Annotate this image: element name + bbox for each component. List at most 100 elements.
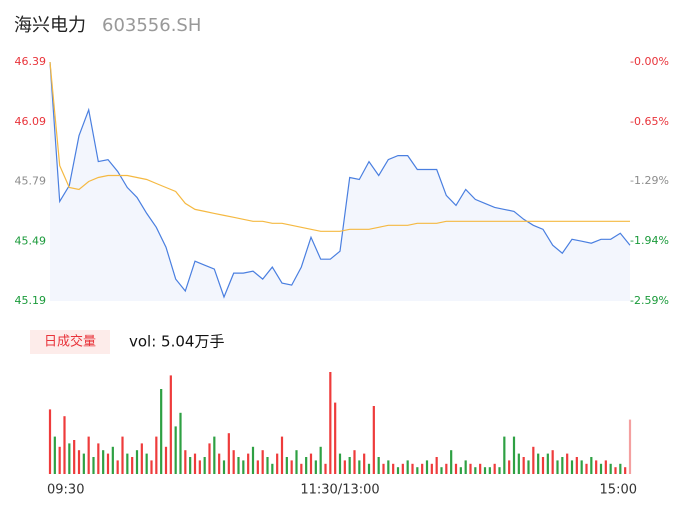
- volume-bar: [227, 433, 230, 474]
- volume-bar: [155, 436, 158, 474]
- stock-name: 海兴电力: [14, 15, 86, 36]
- volume-bar: [488, 467, 491, 474]
- volume-bar: [445, 463, 448, 474]
- y2-tick-label: -0.00%: [630, 55, 669, 68]
- volume-bar: [416, 467, 419, 474]
- volume-bar: [58, 446, 61, 474]
- volume-bar: [614, 467, 617, 474]
- x-tick-label: 11:30/13:00: [300, 483, 379, 498]
- volume-bar: [392, 463, 395, 474]
- volume-bar: [363, 453, 366, 474]
- stock-code: 603556.SH: [102, 15, 201, 36]
- volume-bar: [353, 450, 356, 474]
- volume-bar: [247, 453, 250, 474]
- volume-bar: [372, 406, 375, 474]
- volume-bar: [338, 453, 342, 474]
- volume-bar: [334, 402, 337, 474]
- volume-bar: [508, 460, 511, 474]
- volume-bar: [87, 436, 90, 474]
- volume-bar: [63, 416, 66, 474]
- volume-bar: [401, 463, 404, 474]
- volume-bar: [377, 457, 380, 474]
- volume-bar: [232, 450, 235, 474]
- volume-bar: [537, 453, 540, 474]
- volume-bar: [459, 467, 462, 474]
- volume-bar: [92, 457, 95, 474]
- volume-bar: [590, 457, 593, 474]
- volume-bar: [367, 463, 371, 474]
- volume-bar: [546, 453, 549, 474]
- volume-bar: [604, 460, 607, 474]
- volume-bar: [305, 457, 308, 474]
- volume-bar: [479, 463, 482, 474]
- volume-bar: [580, 460, 583, 474]
- volume-bar: [541, 457, 545, 474]
- volume-bar: [97, 443, 100, 474]
- average-line: [49, 61, 630, 232]
- volume-bar: [251, 446, 255, 474]
- volume-bar: [570, 460, 574, 474]
- volume-bar: [121, 436, 124, 474]
- volume-bar: [218, 453, 221, 474]
- volume-bar: [454, 463, 458, 474]
- volume-bar: [314, 460, 317, 474]
- volume-bar: [73, 440, 76, 474]
- x-tick-label: 09:30: [47, 483, 84, 498]
- volume-bar: [532, 446, 535, 474]
- volume-bar: [222, 460, 226, 474]
- volume-bar: [483, 467, 487, 474]
- y-tick-label: 46.09: [15, 115, 47, 128]
- volume-bar: [493, 463, 496, 474]
- volume-bar: [82, 453, 85, 474]
- volume-bar: [261, 450, 264, 474]
- y2-tick-label: -1.29%: [630, 174, 669, 187]
- volume-bar: [111, 446, 114, 474]
- volume-bar: [256, 460, 259, 474]
- volume-bar: [169, 375, 172, 474]
- volume-bar: [276, 453, 279, 474]
- volume-bar: [450, 450, 453, 474]
- volume-bar: [619, 463, 622, 474]
- volume-bar: [237, 457, 240, 474]
- volume-bar: [285, 457, 288, 474]
- volume-bar: [150, 460, 153, 474]
- volume-bar: [179, 412, 182, 474]
- volume-bar: [430, 463, 433, 474]
- volume-bar: [396, 467, 400, 474]
- volume-bar: [131, 457, 134, 474]
- volume-bar: [68, 443, 71, 474]
- volume-bar: [348, 457, 351, 474]
- volume-bar: [527, 460, 530, 474]
- volume-label: 日成交量: [44, 334, 96, 350]
- volume-bar: [48, 409, 52, 474]
- volume-bar: [145, 453, 148, 474]
- volume-bar: [271, 463, 274, 474]
- y2-tick-label: -2.59%: [630, 294, 669, 307]
- y2-tick-label: -0.65%: [630, 115, 669, 128]
- y-tick-label: 45.19: [15, 294, 47, 307]
- volume-bar: [135, 450, 139, 474]
- volume-bar: [290, 460, 293, 474]
- volume-bar: [203, 457, 206, 474]
- volume-bar: [295, 450, 298, 474]
- volume-bar: [106, 453, 110, 474]
- volume-bar: [309, 453, 313, 474]
- x-tick-label: 15:00: [600, 483, 637, 498]
- volume-bar: [77, 450, 81, 474]
- volume-bar: [343, 460, 346, 474]
- volume-bar: [624, 467, 627, 474]
- volume-bar: [411, 463, 414, 474]
- volume-bar: [184, 450, 187, 474]
- volume-bar: [242, 460, 245, 474]
- volume-bar: [464, 460, 467, 474]
- volume-bar: [498, 467, 501, 474]
- volume-bar: [551, 450, 554, 474]
- volume-bar: [599, 463, 603, 474]
- volume-bar: [126, 453, 129, 474]
- volume-bar: [300, 463, 303, 474]
- volume-bar: [575, 457, 578, 474]
- volume-bar: [435, 457, 438, 474]
- volume-bar: [585, 463, 588, 474]
